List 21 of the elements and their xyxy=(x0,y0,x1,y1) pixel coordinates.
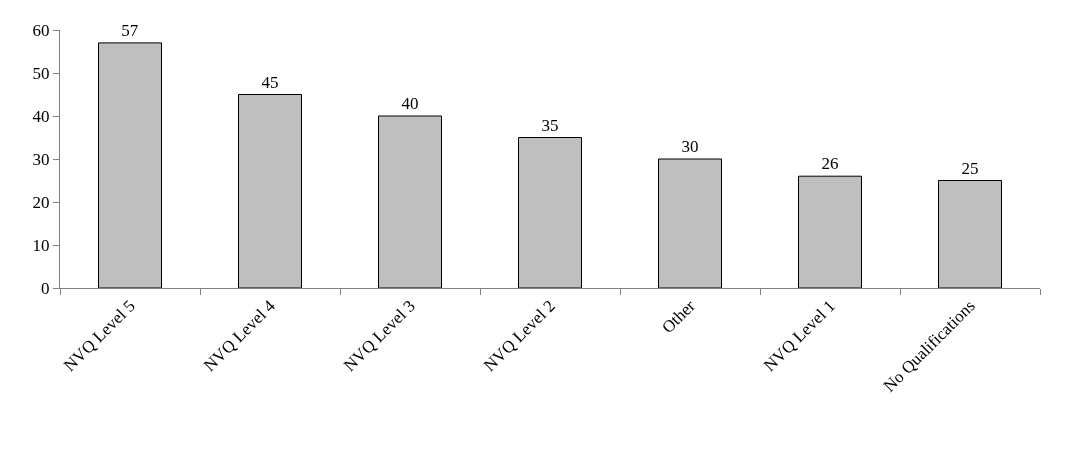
bar xyxy=(378,115,442,288)
data-label: 57 xyxy=(121,20,139,40)
bar xyxy=(658,158,722,288)
data-label: 25 xyxy=(961,158,979,178)
data-label: 35 xyxy=(541,115,559,135)
data-label: 45 xyxy=(261,72,279,92)
y-tick-label: 30 xyxy=(32,149,50,169)
bar xyxy=(798,175,862,288)
y-tick-label: 0 xyxy=(41,278,50,298)
data-label: 40 xyxy=(401,94,419,113)
bar xyxy=(98,42,162,288)
y-tick-label: 20 xyxy=(32,192,50,212)
data-label: 26 xyxy=(821,154,839,174)
y-tick-label: 60 xyxy=(32,20,50,40)
data-label: 30 xyxy=(681,137,699,156)
bar xyxy=(938,180,1002,288)
bar xyxy=(238,94,302,288)
y-tick-label: 10 xyxy=(32,235,50,255)
bar xyxy=(518,137,582,288)
y-tick-label: 50 xyxy=(32,63,50,83)
y-tick-label: 40 xyxy=(32,106,50,126)
